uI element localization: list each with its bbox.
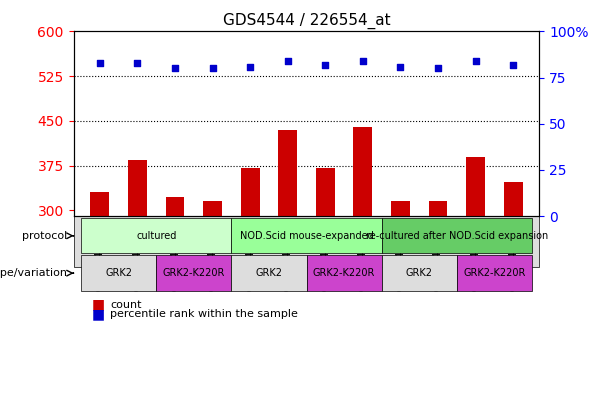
Bar [241, 169, 259, 389]
Bar [91, 192, 109, 389]
Text: protocol: protocol [22, 231, 67, 241]
Text: GRK2-K220R: GRK2-K220R [162, 268, 225, 278]
Text: re-cultured after NOD.Scid expansion: re-cultured after NOD.Scid expansion [366, 231, 548, 241]
Text: count: count [110, 299, 142, 310]
Bar [466, 156, 485, 389]
Text: percentile rank within the sample: percentile rank within the sample [110, 309, 298, 320]
Text: GRK2: GRK2 [256, 268, 283, 278]
Point [395, 63, 405, 70]
Bar [316, 169, 335, 389]
Point [245, 63, 255, 70]
Bar [278, 130, 297, 389]
Point [283, 58, 292, 64]
Point [208, 65, 218, 72]
Point [508, 62, 518, 68]
Text: GRK2: GRK2 [105, 268, 132, 278]
Point [95, 60, 105, 66]
Point [321, 62, 330, 68]
Text: NOD.Scid mouse-expanded: NOD.Scid mouse-expanded [240, 231, 373, 241]
Bar [166, 197, 185, 389]
Bar [428, 201, 447, 389]
Point [170, 65, 180, 72]
Bar [128, 160, 147, 389]
Text: ■: ■ [92, 298, 105, 312]
Text: genotype/variation: genotype/variation [0, 268, 67, 278]
Point [132, 60, 142, 66]
Title: GDS4544 / 226554_at: GDS4544 / 226554_at [223, 13, 390, 29]
Bar [203, 201, 222, 389]
Text: GRK2-K220R: GRK2-K220R [463, 268, 525, 278]
Text: cultured: cultured [136, 231, 177, 241]
Point [433, 65, 443, 72]
Bar [391, 201, 410, 389]
Text: GRK2: GRK2 [406, 268, 433, 278]
Bar [504, 182, 522, 389]
Text: GRK2-K220R: GRK2-K220R [313, 268, 375, 278]
Bar [354, 127, 372, 389]
Point [358, 58, 368, 64]
Text: ■: ■ [92, 307, 105, 321]
Point [471, 58, 481, 64]
